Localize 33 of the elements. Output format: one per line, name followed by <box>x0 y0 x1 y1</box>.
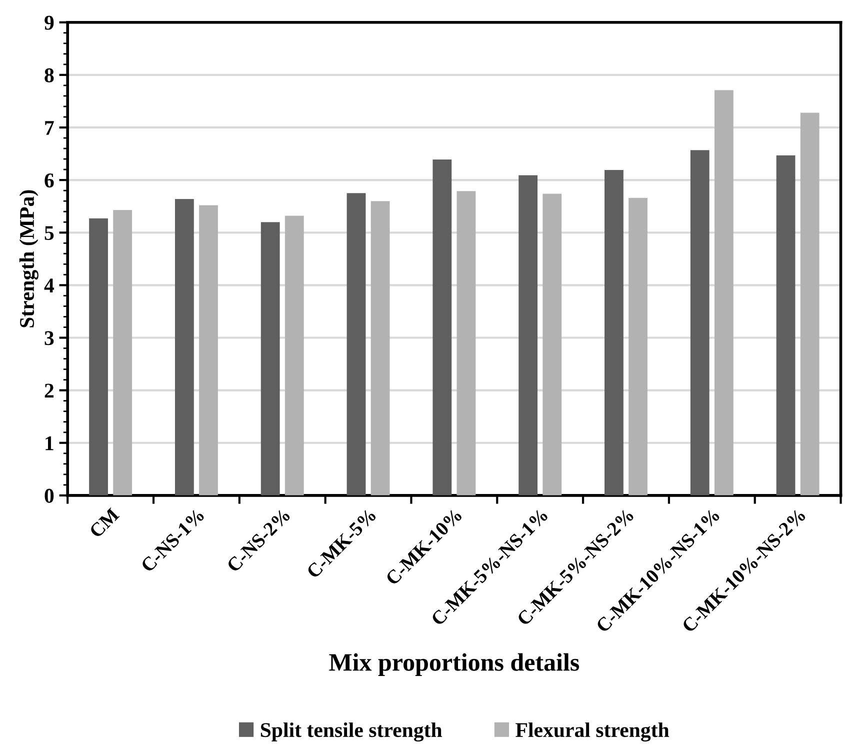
bar <box>800 112 820 496</box>
bar <box>260 222 280 496</box>
bar <box>346 193 366 496</box>
y-tick-label: 8 <box>44 68 54 82</box>
bar <box>776 155 796 496</box>
y-tick-label: 3 <box>44 331 54 346</box>
x-axis-title: Mix proportions details <box>329 653 580 676</box>
bar <box>542 194 562 496</box>
legend-label: Split tensile strength <box>260 722 442 742</box>
bar <box>199 205 218 496</box>
y-tick-label: 2 <box>44 384 54 398</box>
x-tick-label: CM <box>88 507 120 538</box>
y-tick-label: 6 <box>44 173 54 188</box>
y-tick-label: 0 <box>44 488 54 503</box>
bar <box>456 191 476 496</box>
bar <box>89 218 108 496</box>
bar <box>518 175 538 496</box>
y-tick-label: 5 <box>44 226 54 240</box>
bar <box>284 216 304 496</box>
bar <box>690 150 710 496</box>
bar <box>113 210 132 496</box>
bar <box>370 201 390 496</box>
bar <box>174 198 194 496</box>
legend-label: Flexural strength <box>516 722 670 742</box>
bar <box>432 160 452 496</box>
bar <box>628 198 648 496</box>
bar <box>604 170 624 496</box>
y-axis-title: Strength (MPa) <box>19 190 38 328</box>
y-tick-label: 9 <box>44 16 54 30</box>
y-tick-label: 7 <box>45 121 54 135</box>
y-tick-label: 4 <box>44 278 54 292</box>
bar <box>714 90 734 496</box>
y-tick-label: 1 <box>46 436 54 450</box>
